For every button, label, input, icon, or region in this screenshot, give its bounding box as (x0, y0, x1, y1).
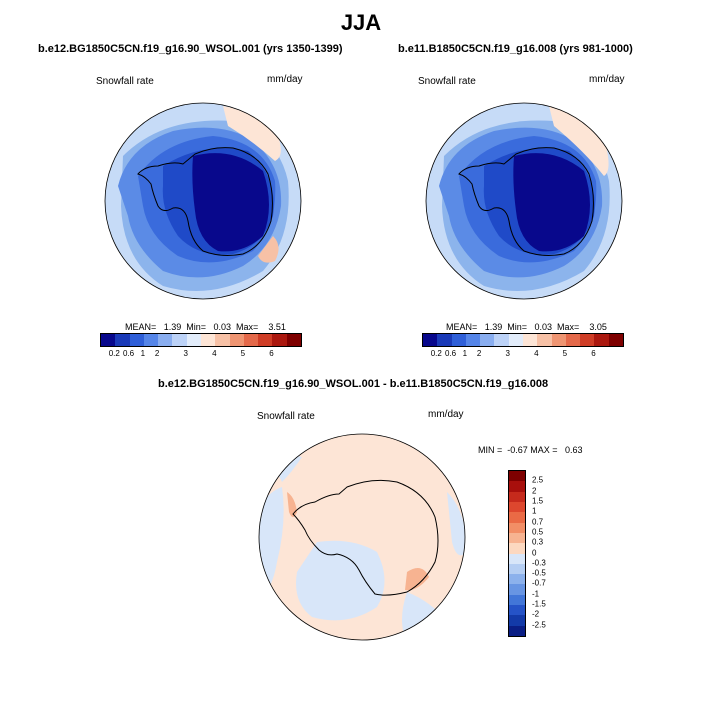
colorbar-tick-label: 4 (534, 349, 539, 358)
colorbar-swatch (243, 334, 259, 346)
panel-1-stats: MEAN= 1.39 Min= 0.03 Max= 3.51 (125, 322, 286, 332)
colorbar-tick-label: 1 (140, 349, 146, 358)
colorbar-swatch (594, 334, 609, 346)
colorbar-swatch (465, 334, 481, 346)
colorbar-tick-label: 0.6 (123, 349, 135, 358)
colorbar-tick-label: 0.6 (445, 349, 457, 358)
colorbar-swatch (509, 512, 525, 523)
colorbar-tick-label: -0.7 (532, 578, 546, 588)
colorbar-swatch (551, 334, 566, 346)
colorbar-swatch (258, 334, 273, 346)
panel-3-antarctica-coastline (292, 479, 439, 596)
colorbar-tick-label: 2.5 (532, 475, 544, 485)
colorbar-swatch (494, 334, 509, 346)
colorbar-tick-label: 0.5 (532, 527, 544, 537)
colorbar-swatch (451, 334, 466, 346)
colorbar-swatch (522, 334, 538, 346)
colorbar-swatch (509, 625, 525, 636)
colorbar-tick-label: 5 (240, 349, 246, 358)
colorbar-swatch (229, 334, 244, 346)
colorbar-tick-label: 5 (562, 349, 568, 358)
panel-3-title: b.e12.BG1850C5CN.f19_g16.90_WSOL.001 - b… (158, 378, 549, 390)
colorbar-swatch (509, 491, 525, 502)
colorbar-swatch (172, 334, 187, 346)
colorbar-tick-label: 3 (505, 349, 510, 358)
colorbar-tick-label: 1 (532, 506, 537, 516)
colorbar-tick-label: -0.3 (532, 558, 546, 568)
colorbar-tick-label: 2 (154, 349, 160, 358)
colorbar-tick-label: -0.5 (532, 568, 546, 578)
panel-3-units-label: mm/day (428, 409, 464, 420)
colorbar-swatch (509, 594, 525, 606)
colorbar-swatch (437, 334, 452, 346)
panel-2-map (424, 96, 624, 306)
colorbar-swatch (509, 501, 525, 513)
colorbar-swatch (158, 334, 173, 346)
colorbar-swatch (480, 334, 495, 346)
panel-2-units-label: mm/day (589, 74, 625, 85)
colorbar-tick-label: -2.5 (532, 620, 546, 630)
panel-3-variable-label: Snowfall rate (257, 411, 315, 422)
panel-2-variable-label: Snowfall rate (418, 76, 476, 87)
colorbar-swatch (508, 334, 523, 346)
colorbar-tick-label: 3 (183, 349, 188, 358)
colorbar-swatch (608, 334, 623, 346)
colorbar-swatch (129, 334, 144, 346)
colorbar-swatch (286, 334, 301, 346)
colorbar-tick-label: 0.3 (532, 537, 544, 547)
colorbar-swatch (215, 334, 230, 346)
colorbar-swatch (537, 334, 552, 346)
panel-2-title: b.e11.B1850C5CN.f19_g16.008 (yrs 981-100… (398, 43, 633, 55)
panel-2-colorbar: 0.2 0.6 1 2 3 4 5 6 (422, 333, 624, 361)
panel-1-colorbar: 0.2 0.6 1 2 3 4 5 6 (100, 333, 302, 361)
colorbar-swatch (186, 334, 201, 346)
colorbar-swatch (509, 543, 525, 554)
colorbar-swatch (272, 334, 287, 346)
colorbar-swatch (509, 563, 525, 575)
colorbar-swatch (509, 615, 525, 626)
colorbar-swatch (509, 605, 525, 616)
panel-1-units-label: mm/day (267, 74, 303, 85)
colorbar-tick-label: 6 (269, 349, 274, 358)
panel-1-map (103, 96, 303, 306)
colorbar-swatch (509, 471, 525, 482)
colorbar-tick-label: 2 (476, 349, 482, 358)
panel-1-antarctica-coastline (137, 147, 273, 256)
colorbar-swatch (509, 553, 525, 564)
colorbar-swatch (509, 584, 525, 595)
colorbar-tick-label: 0.2 (108, 349, 120, 358)
main-title: JJA (340, 10, 382, 35)
colorbar-tick-label: -1 (532, 589, 540, 599)
colorbar-tick-label: -2 (532, 609, 540, 619)
colorbar-swatch (101, 334, 116, 346)
colorbar-tick-label: 0 (532, 548, 537, 557)
panel-1-title: b.e12.BG1850C5CN.f19_g16.90_WSOL.001 (yr… (38, 43, 343, 55)
colorbar-tick-label: 1.5 (532, 496, 544, 506)
colorbar-tick-label: 1 (462, 349, 468, 358)
colorbar-swatch (565, 334, 581, 346)
panel-1-variable-label: Snowfall rate (96, 76, 154, 87)
colorbar-tick-label: 2 (532, 486, 537, 496)
colorbar-swatch (423, 334, 438, 346)
colorbar-swatch (509, 522, 525, 533)
panel-3-stats: MIN = -0.67 MAX = 0.63 (478, 445, 583, 455)
panel-2-stats: MEAN= 1.39 Min= 0.03 Max= 3.05 (446, 322, 607, 332)
colorbar-tick-label: 0.2 (430, 349, 442, 358)
colorbar-swatch (509, 532, 525, 544)
colorbar-swatch (200, 334, 216, 346)
colorbar-tick-label: 6 (591, 349, 596, 358)
panel-2-antarctica-coastline (458, 147, 594, 256)
colorbar-tick-label: -1.5 (532, 599, 546, 609)
colorbar-swatch (115, 334, 130, 346)
colorbar-swatch (143, 334, 159, 346)
colorbar-tick-label: 4 (212, 349, 217, 358)
colorbar-swatch (509, 574, 525, 585)
colorbar-swatch (509, 481, 525, 492)
panel-3-map (257, 432, 467, 642)
colorbar-swatch (580, 334, 595, 346)
colorbar-tick-label: 0.7 (532, 517, 544, 527)
